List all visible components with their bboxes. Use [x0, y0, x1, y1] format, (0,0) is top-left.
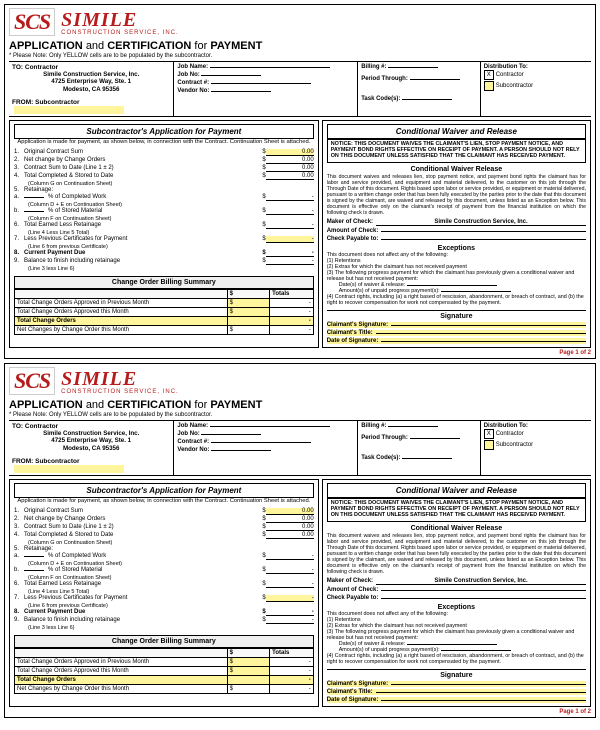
- sig-date-input[interactable]: [381, 341, 586, 342]
- logo-block: SCS SIMILE CONSTRUCTION SERVICE, INC.: [9, 367, 591, 395]
- application-section: Subcontractor's Application for Payment …: [9, 120, 319, 348]
- l3-val: 0.00: [266, 165, 314, 172]
- l4-val: 0.00: [266, 173, 314, 180]
- contract-no-input[interactable]: [211, 83, 311, 84]
- co-this-input[interactable]: $: [228, 307, 271, 316]
- to-contractor-col: TO: Contractor Simile Construction Servi…: [9, 62, 174, 116]
- header-info-grid: TO: Contractor Simile Construction Servi…: [9, 61, 591, 117]
- page-footer: Page 1 of 2: [9, 709, 591, 715]
- logo-block: SCS SIMILE CONSTRUCTION SERVICE, INC.: [9, 8, 591, 36]
- l2-val: 0.00: [266, 157, 314, 164]
- maker-line: Simile Construction Service, Inc.: [376, 219, 586, 226]
- period-through-input[interactable]: [410, 79, 460, 80]
- company-name: Simile Construction Service, Inc.: [12, 71, 170, 78]
- vendor-no-input[interactable]: [211, 91, 271, 92]
- signature-input[interactable]: [391, 325, 586, 326]
- page-title: APPLICATION and CERTIFICATION for PAYMEN…: [9, 399, 591, 411]
- app-section-title: Subcontractor's Application for Payment: [14, 124, 314, 139]
- cwr-subtitle: Conditional Waiver Release: [327, 166, 586, 173]
- billing-no-input[interactable]: [388, 67, 438, 68]
- subcontractor-checkbox[interactable]: [484, 81, 494, 91]
- distribution-col: Distribution To: XContractor Subcontract…: [481, 62, 591, 116]
- task-codes-input[interactable]: [402, 99, 452, 100]
- logo-name: SIMILE: [61, 10, 179, 30]
- signature-block-title: Signature: [327, 310, 586, 320]
- from-sub-label: FROM: Subcontractor: [12, 99, 170, 106]
- logo-scs: SCS: [9, 8, 55, 36]
- billing-col: Billing #: Period Through: Task Code(s):: [358, 62, 481, 116]
- job-fields-col: Job Name: Job No: Contract #: Vendor No:: [174, 62, 358, 116]
- change-order-summary: Change Order Billing Summary $Totals Tot…: [14, 276, 314, 335]
- subcontractor-input[interactable]: [14, 106, 124, 114]
- payable-input[interactable]: [381, 239, 586, 240]
- application-section: Subcontractor's Application for Payment …: [9, 479, 319, 707]
- payment-application-sheet: SCS SIMILE CONSTRUCTION SERVICE, INC. AP…: [4, 4, 596, 359]
- waiver-release-section: Conditional Waiver and Release NOTICE: T…: [322, 479, 591, 707]
- exceptions-title: Exceptions: [327, 245, 586, 252]
- co-prev-input[interactable]: $: [228, 298, 271, 307]
- population-note: * Please Note: Only YELLOW cells are to …: [9, 53, 591, 59]
- job-name-input[interactable]: [210, 67, 330, 68]
- header-info-grid: TO: Contractor Simile Construction Servi…: [9, 420, 591, 476]
- logo-name: SIMILE: [61, 369, 179, 389]
- company-addr1: 4725 Enterprise Way, Ste. 1: [12, 78, 170, 85]
- pct-completed-input[interactable]: [24, 197, 44, 198]
- company-addr2: Modesto, CA 95356: [12, 86, 170, 93]
- subcontractor-input[interactable]: [14, 465, 124, 473]
- pct-stored-input[interactable]: [24, 211, 44, 212]
- population-note: * Please Note: Only YELLOW cells are to …: [9, 412, 591, 418]
- logo-scs: SCS: [9, 367, 55, 395]
- logo-sub: CONSTRUCTION SERVICE, INC.: [61, 389, 179, 395]
- app-intro: Application is made for payment, as show…: [14, 139, 314, 145]
- waiver-dates-input[interactable]: [407, 285, 497, 286]
- unpaid-amounts-input[interactable]: [441, 291, 511, 292]
- page-footer: Page 1 of 2: [9, 350, 591, 356]
- logo-sub: CONSTRUCTION SERVICE, INC.: [61, 30, 179, 36]
- release-section-title: Conditional Waiver and Release: [327, 124, 586, 139]
- l7-input[interactable]: -: [266, 236, 314, 243]
- waiver-release-section: Conditional Waiver and Release NOTICE: T…: [322, 120, 591, 348]
- job-no-input[interactable]: [201, 75, 261, 76]
- payment-application-sheet-copy: SCS SIMILE CONSTRUCTION SERVICE, INC. AP…: [4, 363, 596, 718]
- contractor-checkbox[interactable]: X: [484, 70, 494, 80]
- l1-input[interactable]: 0.00: [266, 149, 314, 156]
- notice-box: NOTICE: THIS DOCUMENT WAIVES THE CLAIMAN…: [327, 139, 586, 163]
- page-title: APPLICATION and CERTIFICATION for PAYMEN…: [9, 40, 591, 52]
- claimant-title-input[interactable]: [376, 333, 586, 334]
- amount-line: [381, 231, 586, 232]
- waiver-body-text: This document waives and releases lien, …: [327, 175, 586, 217]
